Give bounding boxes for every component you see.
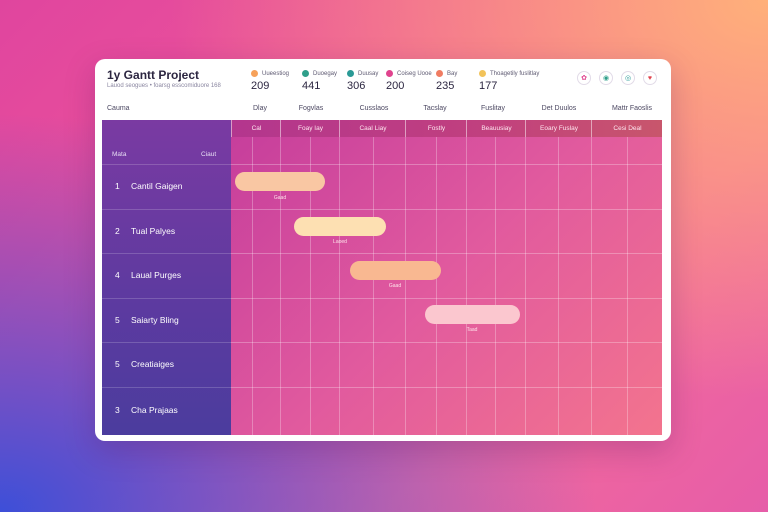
- timeline-column: Cesi Deal: [591, 120, 663, 137]
- task-number: 5: [115, 315, 120, 325]
- chat-icon[interactable]: ◉: [599, 71, 613, 85]
- grid-line: [339, 137, 340, 435]
- grid-line: [231, 387, 662, 388]
- timeline-column: Fostly: [405, 120, 467, 137]
- app-title: 1y Gantt Project: [107, 68, 200, 82]
- timeline-column: Foay Iay: [280, 120, 340, 137]
- task-name: Tual Palyes: [131, 226, 176, 236]
- task-number: 4: [115, 270, 120, 280]
- task-bar[interactable]: [235, 172, 325, 191]
- task-bar-label: Taad: [466, 327, 478, 333]
- column-label: Tacslay: [423, 105, 447, 112]
- grid-line: [252, 137, 253, 435]
- grid-line: [231, 253, 662, 254]
- task-bar[interactable]: [425, 305, 520, 324]
- grid-line: [231, 164, 662, 165]
- column-label: Mattr Faoslis: [611, 105, 653, 112]
- column-label: Dlay: [252, 105, 268, 112]
- task-bar[interactable]: [294, 217, 386, 236]
- grid-line: [231, 298, 662, 299]
- task-name: Cantil Gaigen: [131, 181, 183, 191]
- stat-uueestiog: Uueestiog 209: [251, 70, 290, 92]
- task-name: Cha Prajaas: [131, 405, 178, 415]
- gantt-card: 1y Gantt Project Lauod seogues • foarsg …: [95, 59, 671, 441]
- grid-line: [525, 137, 526, 435]
- grid-line: [558, 137, 559, 435]
- stat-bay: Bay 235: [436, 70, 458, 92]
- grid-line: [495, 137, 496, 435]
- panel-header-left: Mata: [112, 151, 127, 158]
- task-row[interactable]: 5 Creatiaiges: [102, 342, 231, 388]
- timeline-header: Cal Foay Iay Caal Liay Fostly Beauusiay …: [231, 120, 662, 137]
- timeline-column: Beauusiay: [466, 120, 526, 137]
- stat-duoegay: Duoegay 441: [302, 70, 338, 92]
- task-name: Saiarty Bling: [131, 315, 179, 325]
- settings-icon[interactable]: ◎: [621, 71, 635, 85]
- task-number: 2: [115, 226, 120, 236]
- stat-duusay: Duusay 306: [347, 70, 379, 92]
- column-label: Fogvlas: [298, 105, 324, 112]
- grid-line: [627, 137, 628, 435]
- stat-dot-icon: [302, 70, 309, 77]
- task-number: 5: [115, 359, 120, 369]
- stat-coiseg-uooe: Coiseg Uooe 200: [386, 70, 432, 92]
- grid-line: [591, 137, 592, 435]
- task-number: 1: [115, 181, 120, 191]
- stat-dot-icon: [347, 70, 354, 77]
- task-bar-label: Laoed: [333, 239, 347, 245]
- column-label: Cusslaos: [359, 105, 389, 112]
- task-number: 3: [115, 405, 120, 415]
- task-row[interactable]: 1 Cantil Gaigen: [102, 164, 231, 210]
- stat-thoagetily: Thoagetily fuslitlay 177: [479, 70, 540, 92]
- app-subtitle: Lauod seogues • foarsg esscomiduore 168: [107, 83, 221, 89]
- grid-line: [280, 137, 281, 435]
- task-bar-label: Gaad: [273, 195, 287, 201]
- task-name: Laual Purges: [131, 270, 182, 280]
- stat-dot-icon: [436, 70, 443, 77]
- timeline-column: Eoary Fuslay: [525, 120, 592, 137]
- task-row[interactable]: 5 Saiarty Bling: [102, 298, 231, 343]
- column-label: Fuslitay: [480, 105, 506, 112]
- task-bar-label: Gaad: [388, 283, 402, 289]
- task-name: Creatiaiges: [131, 359, 174, 369]
- grid-line: [405, 137, 406, 435]
- grid-line: [436, 137, 437, 435]
- stat-dot-icon: [479, 70, 486, 77]
- column-label: Det Duulos: [541, 105, 577, 112]
- task-list-panel: Mata Ciaut 1 Cantil Gaigen 2 Tual Palyes…: [102, 120, 231, 435]
- column-label: Cauma: [107, 105, 130, 112]
- task-row[interactable]: 3 Cha Prajaas: [102, 387, 231, 436]
- task-row[interactable]: 2 Tual Palyes: [102, 209, 231, 254]
- timeline-column: Caal Liay: [339, 120, 406, 137]
- timeline-column: Cal: [231, 120, 281, 137]
- grid-line: [231, 342, 662, 343]
- task-bar[interactable]: [350, 261, 441, 280]
- heart-icon[interactable]: ♥: [643, 71, 657, 85]
- user-icon[interactable]: ✿: [577, 71, 591, 85]
- grid-line: [373, 137, 374, 435]
- stat-dot-icon: [251, 70, 258, 77]
- panel-header-right: Ciaut: [201, 151, 217, 158]
- gantt-grid: Cal Foay Iay Caal Liay Fostly Beauusiay …: [231, 120, 662, 435]
- grid-line: [231, 209, 662, 210]
- toolbar-icons: ✿ ◉ ◎ ♥: [577, 71, 657, 85]
- stat-dot-icon: [386, 70, 393, 77]
- grid-line: [466, 137, 467, 435]
- grid-line: [310, 137, 311, 435]
- task-row[interactable]: 4 Laual Purges: [102, 253, 231, 299]
